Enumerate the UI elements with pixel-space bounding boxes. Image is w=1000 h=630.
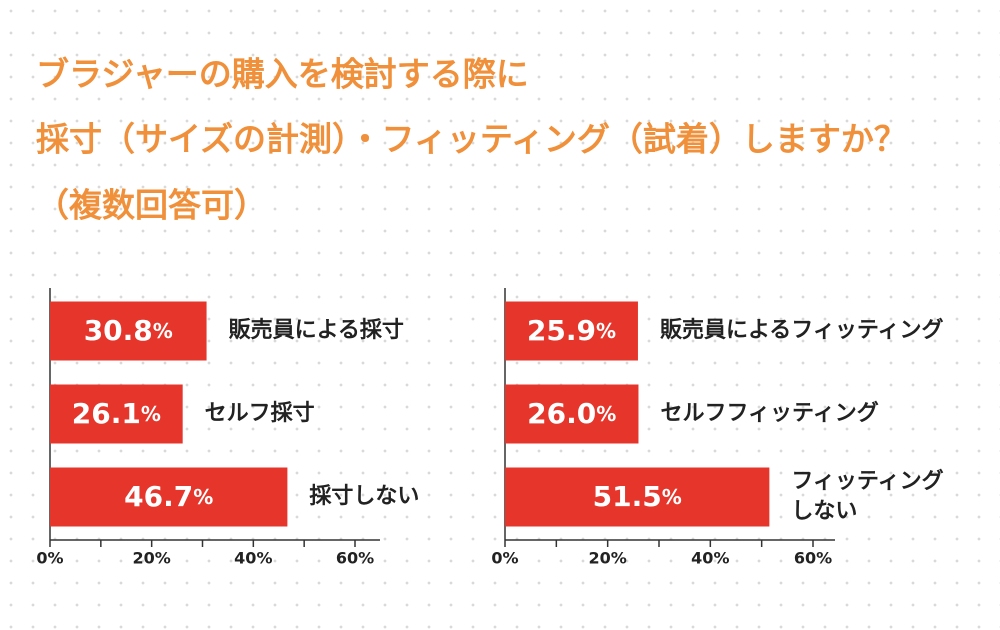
x-tick-label: 20% [133,549,171,568]
value-label: 46.7% [124,480,213,513]
category-label: 採寸しない [309,484,419,509]
value-label: 26.0% [527,397,616,430]
value-label: 26.1% [72,397,161,430]
category-label: 販売員による採寸 [229,317,404,343]
bar [50,301,207,361]
title-line: ブラジャーの購入を検討する際に [36,55,529,94]
x-tick-label: 40% [691,549,729,568]
title-line: （複数回答可） [36,186,267,225]
category-label: 販売員によるフィッティング [660,317,944,343]
bar [50,384,183,444]
bar [505,301,638,361]
x-tick-label: 20% [589,549,627,568]
x-tick-label: 60% [794,549,832,568]
bar [50,467,288,527]
value-label: 25.9% [527,314,616,347]
x-tick-label: 0% [36,549,63,568]
x-tick-label: 0% [491,549,518,568]
category-label: セルフ採寸 [205,401,315,426]
bar [505,467,770,527]
x-tick-label: 40% [234,549,272,568]
value-label: 30.8% [84,314,173,347]
title-line: 採寸（サイズの計測）・フィッティング（試着）しますか？ [36,120,907,159]
value-label: 51.5% [593,480,682,513]
x-tick-label: 60% [336,549,374,568]
bar [505,384,639,444]
category-label: フィッティングしない [791,468,943,524]
category-label: セルフフィッティング [660,400,878,426]
